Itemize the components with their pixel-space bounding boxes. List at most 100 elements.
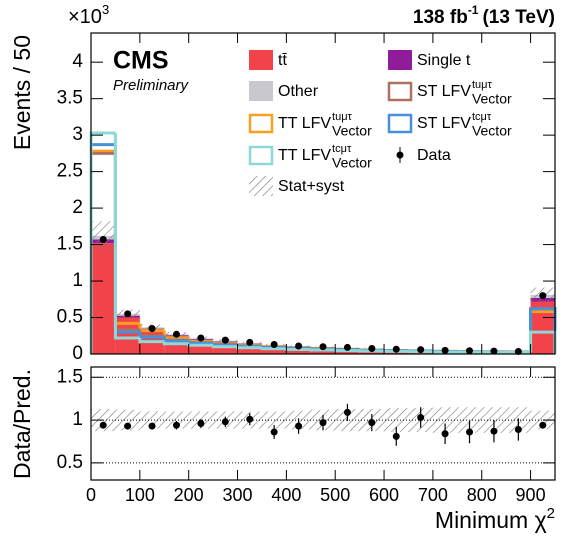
stack-bar <box>91 243 116 354</box>
y-tick-label: 1.5 <box>57 366 83 387</box>
legend-swatch <box>396 151 404 159</box>
legend-label: TT LFV <box>278 115 331 132</box>
signal-line <box>236 346 262 350</box>
x-tick-label: 600 <box>369 485 399 505</box>
data-point <box>270 341 278 349</box>
data-point <box>246 338 254 346</box>
legend-label-sup: tcμτ <box>472 111 492 123</box>
legend-swatch <box>248 113 274 134</box>
uncertainty-band <box>164 411 189 429</box>
data-point <box>99 235 107 243</box>
legend-swatch <box>248 145 274 166</box>
legend-label: Data <box>417 147 451 164</box>
y-tick-label: 2 <box>72 197 83 218</box>
status: Preliminary <box>113 77 190 94</box>
x-axis-title-exp: 2 <box>547 505 555 522</box>
y-axis-title: Data/Pred. <box>9 369 35 479</box>
data-point <box>514 425 522 433</box>
y-tick-label: 0.5 <box>57 307 83 328</box>
lumi: 138 fb-1 (13 TeV) <box>413 3 555 28</box>
y-tick-label: 1.5 <box>57 234 83 255</box>
legend-label: ST LFV <box>417 115 471 132</box>
data-point <box>514 347 522 355</box>
data-point <box>539 292 547 300</box>
lumi-value: 138 fb <box>413 7 468 28</box>
data-point <box>466 347 474 355</box>
data-point <box>441 430 449 438</box>
data-point <box>295 422 303 430</box>
multiplier: ×103 <box>68 2 109 28</box>
data-point <box>99 421 107 429</box>
y-tick-label: 1 <box>72 270 83 291</box>
legend-swatch <box>387 113 413 134</box>
signal-line <box>113 132 140 340</box>
data-point <box>124 310 132 318</box>
y-tick-label: 4 <box>72 51 83 72</box>
x-tick-label: 100 <box>125 485 155 505</box>
legend-swatch <box>249 176 273 196</box>
y-tick-label: 1 <box>72 409 83 430</box>
y-tick-label: 3.5 <box>57 88 83 109</box>
main-panel <box>91 33 555 354</box>
data-point <box>343 408 351 416</box>
data-point <box>221 418 229 426</box>
data-point <box>319 343 327 351</box>
legend-swatch <box>388 50 412 70</box>
legend-label: TT LFV <box>278 147 331 164</box>
legend-label: ST LFV <box>417 83 471 100</box>
signal-line <box>260 347 287 351</box>
y-tick-label: 0 <box>72 343 83 364</box>
signal-line <box>138 337 165 344</box>
x-tick-label: 700 <box>418 485 448 505</box>
x-tick-label: 200 <box>174 485 204 505</box>
legend-label: Single t <box>417 52 471 69</box>
signal-line <box>211 345 238 349</box>
data-point <box>343 343 351 351</box>
legend-swatch <box>249 81 273 101</box>
x-tick-label: 500 <box>320 485 350 505</box>
y-axis-title: Events / 50 <box>9 35 35 150</box>
legend-label: Stat+syst <box>278 178 345 195</box>
data-point <box>172 330 180 338</box>
data-point <box>295 342 303 350</box>
lumi-exp: -1 <box>468 3 479 17</box>
frame <box>90 366 556 481</box>
data-point <box>197 334 205 342</box>
legend-label: Other <box>278 83 319 100</box>
data-point <box>124 422 132 430</box>
data-point <box>368 345 376 353</box>
signal-line <box>162 341 189 346</box>
data-point <box>270 428 278 436</box>
data-point <box>490 347 498 355</box>
x-tick-label: 800 <box>467 485 497 505</box>
energy: (13 TeV) <box>482 7 555 28</box>
multiplier-base: ×10 <box>68 6 102 28</box>
data-point <box>466 428 474 436</box>
uncertainty-band <box>384 408 409 433</box>
x-axis-title: Minimum χ2 <box>435 505 555 533</box>
data-point <box>490 427 498 435</box>
y-tick-label: 3 <box>72 124 83 145</box>
signal-line <box>309 348 336 352</box>
x-tick-label: 0 <box>86 485 96 505</box>
data-point <box>221 336 229 344</box>
y-tick-label: 0.5 <box>57 452 83 473</box>
uncertainty-band <box>530 410 555 430</box>
legend-label-sub: Vector <box>332 155 372 171</box>
legend-label-sup: tcμτ <box>332 143 352 155</box>
frame <box>90 32 556 355</box>
legend-label-sub: Vector <box>472 123 512 139</box>
data-point <box>148 324 156 332</box>
data-point <box>392 432 400 440</box>
legend-label: tt̄ <box>278 52 287 69</box>
data-point <box>319 419 327 427</box>
multiplier-exp: 3 <box>102 2 109 17</box>
x-tick-label: 900 <box>516 485 546 505</box>
legend-swatch <box>387 81 413 102</box>
uncertainty-band <box>139 411 165 429</box>
x-tick-label: 300 <box>223 485 253 505</box>
data-point <box>368 419 376 427</box>
y-tick-label: 2.5 <box>57 161 83 182</box>
signal-line <box>187 343 214 347</box>
